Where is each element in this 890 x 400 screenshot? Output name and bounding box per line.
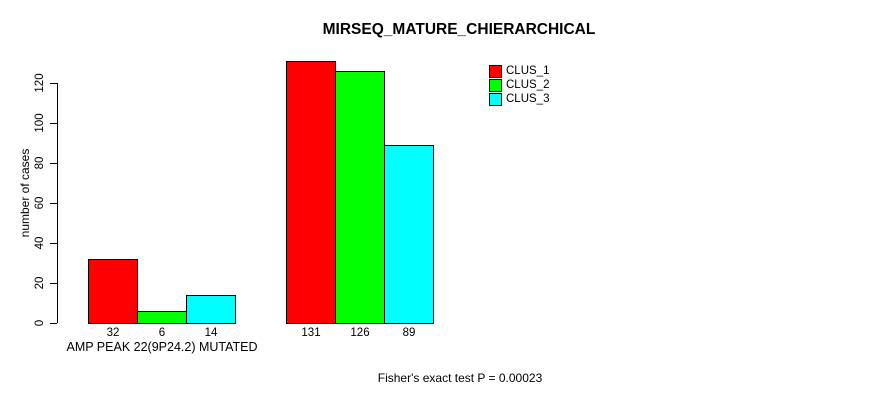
bar-value-label: 131 [301, 327, 321, 339]
legend-item-clus-1: CLUS_1 [489, 64, 549, 78]
x-category-label: AMP PEAK 22(9P24.2) MUTATED [66, 340, 258, 354]
y-tick-label: 120 [34, 73, 46, 93]
legend-label-clus-3: CLUS_3 [506, 93, 550, 105]
bar-value-label: 89 [402, 327, 416, 339]
y-tick-mark [50, 122, 57, 124]
y-tick-mark [50, 322, 57, 324]
bar-value-label: 32 [106, 327, 120, 339]
bar-clus_2-group2 [335, 71, 385, 324]
legend-swatch-clus-3-icon [489, 92, 502, 106]
y-tick-label: 20 [34, 276, 46, 290]
bar-clus_1-group1 [88, 259, 138, 324]
y-tick-label: 100 [34, 113, 46, 133]
legend-swatch-clus-1-icon [489, 64, 502, 78]
bar-clus_1-group2 [286, 61, 336, 324]
bar-value-label: 126 [350, 327, 370, 339]
legend-label-clus-1: CLUS_1 [506, 65, 550, 77]
legend-item-clus-2: CLUS_2 [489, 78, 549, 92]
bar-clus_3-group2 [384, 145, 434, 324]
bar-clus_3-group1 [186, 295, 236, 324]
chart-title: MIRSEQ_MATURE_CHIERARCHICAL [322, 21, 596, 38]
y-tick-label: 80 [34, 156, 46, 170]
y-tick-label: 60 [34, 196, 46, 210]
legend-label-clus-2: CLUS_2 [506, 79, 550, 91]
legend-item-clus-3: CLUS_3 [489, 92, 549, 106]
y-tick-mark [50, 162, 57, 164]
legend-swatch-clus-2-icon [489, 78, 502, 92]
stat-test-annotation: Fisher's exact test P = 0.00023 [377, 371, 543, 385]
y-tick-mark [50, 282, 57, 284]
bar-value-label: 6 [158, 327, 166, 339]
y-tick-mark [50, 202, 57, 204]
bar-clus_2-group1 [137, 311, 187, 324]
y-tick-mark [50, 82, 57, 84]
y-tick-label: 0 [34, 319, 46, 327]
y-tick-label: 40 [34, 236, 46, 250]
y-tick-mark [50, 242, 57, 244]
y-axis-label: number of cases [18, 148, 32, 238]
bar-value-label: 14 [204, 327, 218, 339]
y-axis-line [57, 83, 58, 323]
legend: CLUS_1 CLUS_2 CLUS_3 [489, 64, 549, 106]
